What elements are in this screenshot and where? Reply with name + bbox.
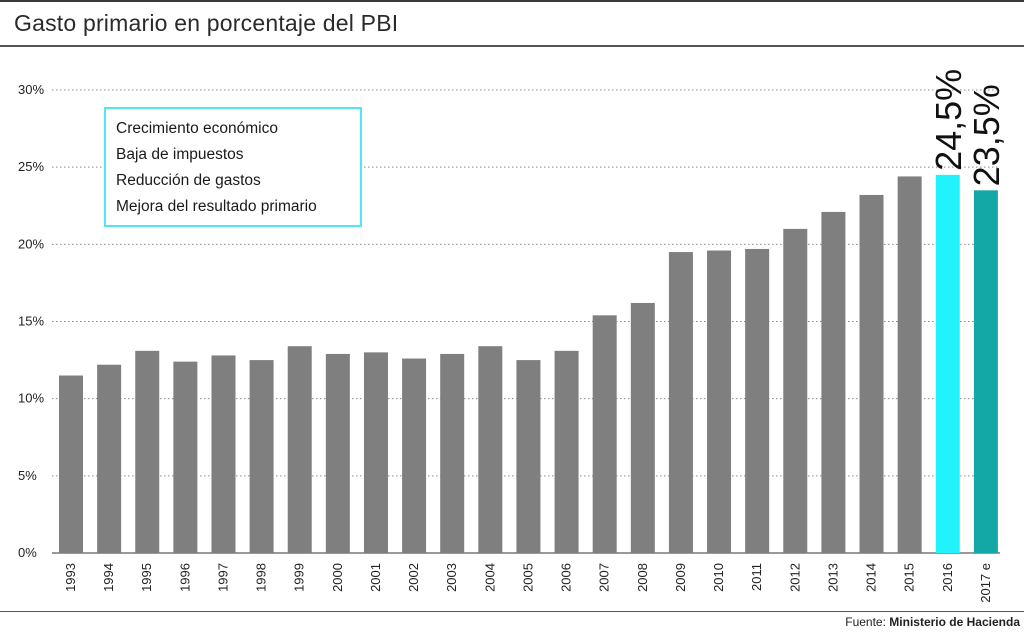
y-tick-label: 5% [18,468,37,483]
x-tick-label: 2005 [520,563,535,592]
bar-1995 [135,350,160,553]
value-label-2016: 24,5% [928,69,969,171]
x-tick-label: 2000 [330,563,345,592]
bar-2006 [554,350,579,553]
bottom-divider [0,611,1024,612]
x-tick-label: 2010 [711,563,726,592]
bar-2009 [668,252,693,554]
y-tick-label: 15% [18,314,44,329]
bar-2013 [821,211,846,553]
bar-2001 [363,352,388,553]
y-tick-label: 25% [18,159,44,174]
x-tick-label: 2001 [368,563,383,592]
title-divider [0,45,1024,47]
x-tick-label: 2017 e [978,563,993,603]
x-tick-label: 1994 [101,563,116,592]
bar-2000 [325,353,350,553]
source-prefix: Fuente: [845,615,886,629]
x-tick-label: 2016 [940,563,955,592]
source-note: Fuente: Ministerio de Hacienda [845,615,1020,629]
value-label-2017-e: 23,5% [966,84,1007,186]
x-tick-label: 1999 [292,563,307,592]
legend-item-resultado: Mejora del resultado primario [116,198,317,215]
x-tick-label: 1998 [254,563,269,592]
x-tick-label: 1996 [177,563,192,592]
bar-1994 [97,364,122,553]
x-tick-label: 1995 [139,563,154,592]
source-name: Ministerio de Hacienda [889,615,1020,629]
legend-box: Crecimiento económico Baja de impuestos … [104,107,362,227]
legend-item-crecimiento: Crecimiento económico [116,120,278,137]
bar-2014 [859,194,884,554]
x-tick-label: 2002 [406,563,421,592]
x-tick-label: 1993 [63,563,78,592]
bar-2010 [707,250,732,554]
bar-1999 [287,346,312,553]
bar-2003 [440,353,465,553]
bar-2011 [745,248,770,554]
bar-2008 [630,302,655,553]
x-tick-label: 2006 [559,563,574,592]
legend-item-gastos: Reducción de gastos [116,172,261,189]
legend-item-impuestos: Baja de impuestos [116,146,244,163]
bar-2002 [402,358,427,553]
x-tick-label: 2003 [444,563,459,592]
x-tick-label: 2009 [673,563,688,592]
bar-2015 [897,176,922,553]
x-tick-label: 2008 [635,563,650,592]
bar-2004 [478,346,503,553]
y-tick-label: 0% [18,545,37,560]
x-tick-label: 2011 [749,563,764,591]
bar-2017-e [973,190,998,554]
bar-2016 [935,174,960,553]
top-border [0,0,1024,2]
bar-1997 [211,355,236,553]
y-tick-label: 20% [18,236,44,251]
bar-1993 [59,375,83,553]
bar-1998 [249,360,274,553]
bar-2007 [592,315,617,553]
x-tick-label: 1997 [215,563,230,592]
bar-2005 [516,360,541,553]
x-tick-label: 2004 [482,563,497,592]
chart-title: Gasto primario en porcentaje del PBI [14,10,399,36]
bar-1996 [173,361,198,553]
bar-2012 [783,228,808,553]
y-tick-label: 30% [18,82,44,97]
x-tick-label: 2014 [864,563,879,592]
x-tick-label: 2012 [787,563,802,592]
y-tick-label: 10% [18,391,44,406]
x-tick-label: 2007 [597,563,612,592]
bar-chart: 0% 5% 10% 15% 20% 25% 30% 1993 1994 1995 1996 1997 1… [18,69,1007,603]
x-tick-label: 2013 [825,563,840,592]
x-tick-label: 2015 [902,563,917,592]
